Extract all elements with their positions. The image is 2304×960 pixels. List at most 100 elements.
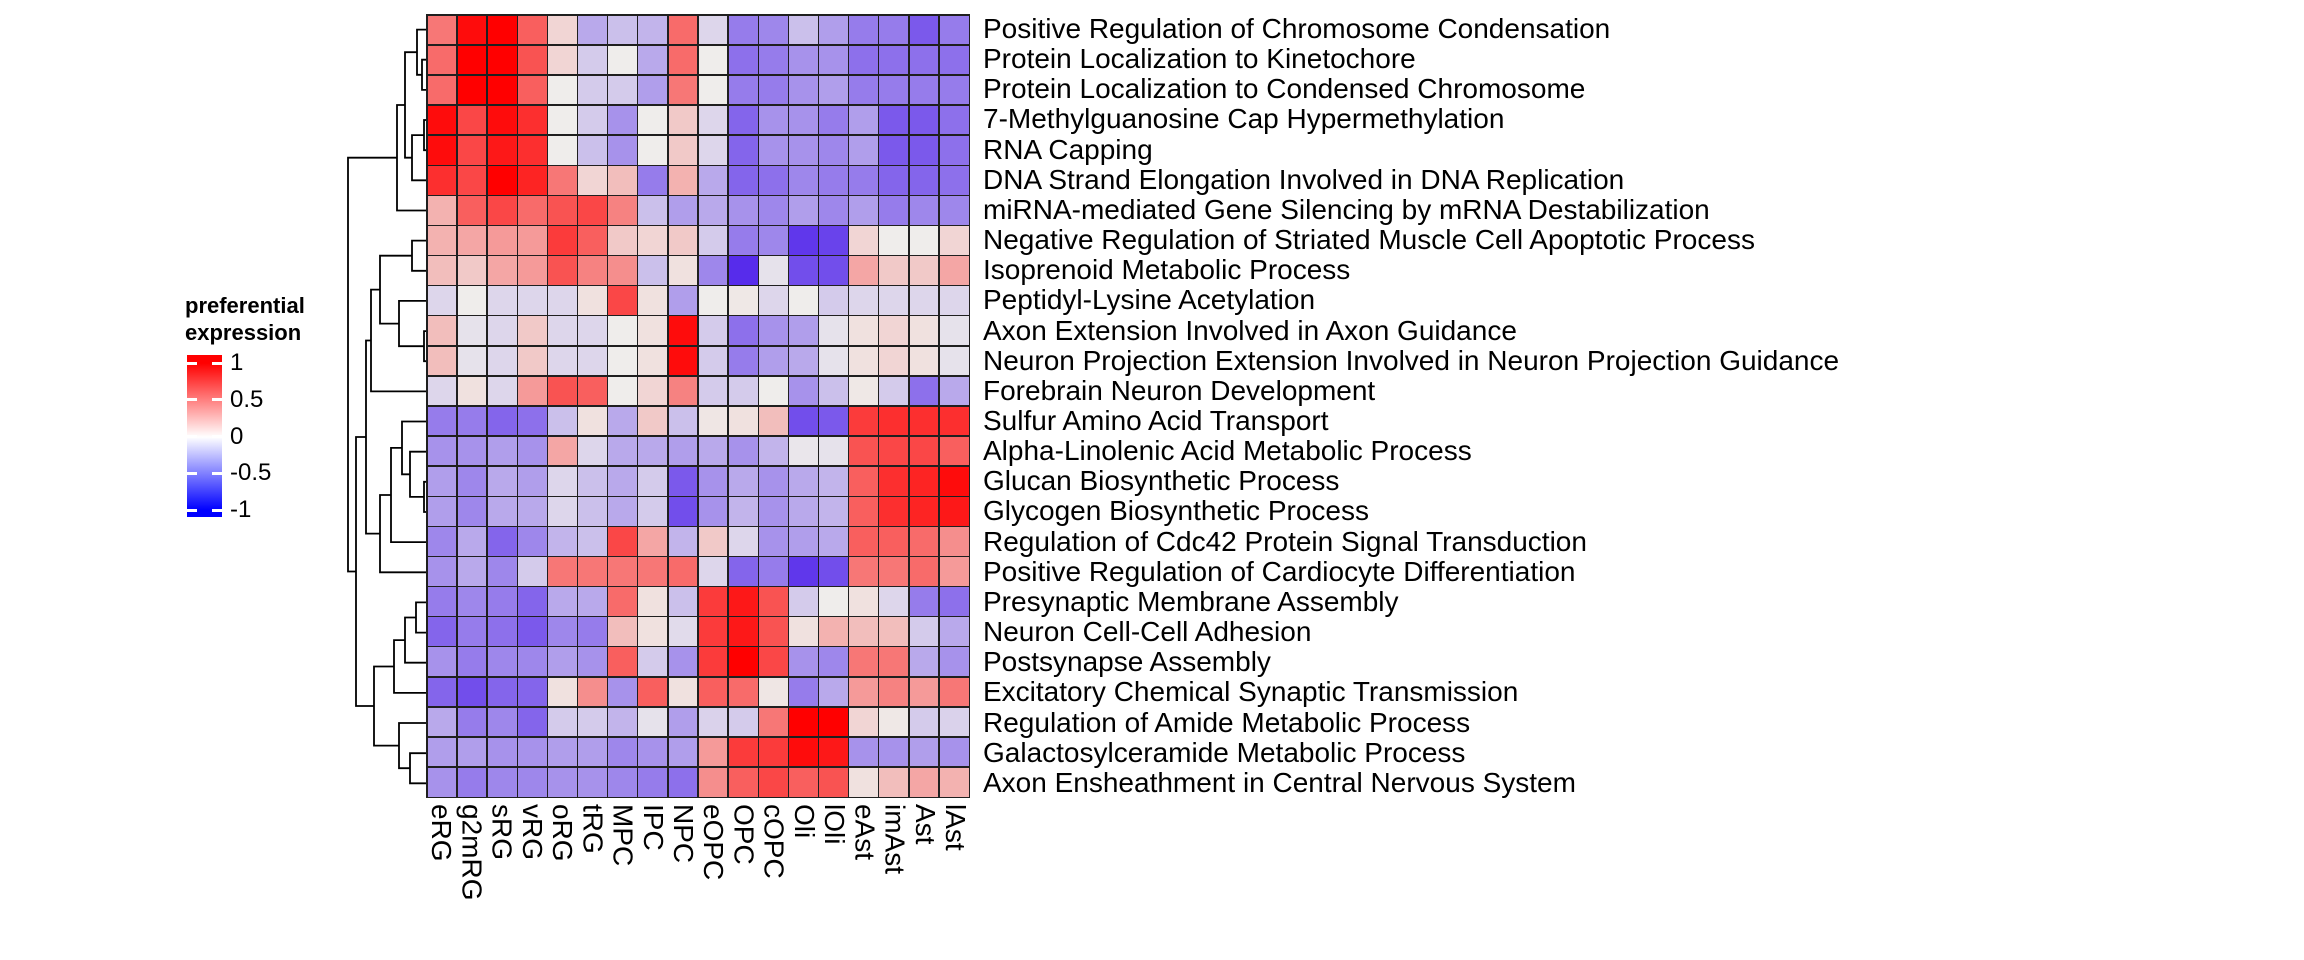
- heatmap-cell: [487, 617, 517, 647]
- heatmap-cell: [698, 677, 728, 707]
- heatmap-cell: [728, 196, 758, 225]
- heatmap-cell: [758, 557, 788, 586]
- heatmap-cell: [487, 105, 517, 135]
- heatmap-cell: [758, 527, 788, 556]
- heatmap-cell: [819, 196, 848, 225]
- heatmap-cell: [758, 767, 788, 797]
- heatmap-cell: [608, 617, 638, 647]
- heatmap-cell: [638, 135, 668, 165]
- row-label: Positive Regulation of Cardiocyte Differ…: [983, 555, 1576, 587]
- row-label: RNA Capping: [983, 133, 1153, 165]
- column-label: eRG: [426, 804, 458, 862]
- heatmap-cell: [819, 767, 848, 797]
- heatmap-cell: [638, 617, 668, 647]
- heatmap-cell: [849, 196, 879, 225]
- heatmap-cell: [939, 135, 969, 165]
- heatmap-cell: [668, 346, 698, 376]
- heatmap-cell: [879, 587, 909, 616]
- heatmap-cell: [939, 45, 969, 75]
- heatmap-cell: [758, 587, 788, 616]
- heatmap-cell: [789, 496, 818, 526]
- heatmap-cell: [638, 406, 668, 436]
- heatmap-cell: [457, 286, 487, 316]
- legend-tick-mark: [187, 508, 197, 512]
- heatmap-cell: [427, 677, 457, 707]
- heatmap-cell: [758, 617, 788, 647]
- heatmap-cell: [668, 617, 698, 647]
- heatmap-cell: [698, 376, 728, 406]
- heatmap-cell: [939, 256, 969, 285]
- heatmap-cell: [698, 767, 728, 797]
- heatmap-cell: [668, 436, 698, 466]
- heatmap-cell: [608, 346, 638, 376]
- heatmap-cell: [819, 496, 848, 526]
- heatmap-cell: [879, 135, 909, 165]
- heatmap-cell: [427, 466, 457, 496]
- heatmap-cell: [457, 767, 487, 797]
- heatmap-cell: [578, 75, 607, 105]
- heatmap-cell: [608, 466, 638, 496]
- heatmap-cell: [849, 105, 879, 135]
- heatmap-cell: [879, 196, 909, 225]
- heatmap-cell: [698, 105, 728, 135]
- heatmap-cell: [939, 707, 969, 737]
- heatmap-cell: [849, 316, 879, 346]
- heatmap-cell: [457, 256, 487, 285]
- legend-tick-label: -1: [230, 496, 252, 524]
- heatmap-cell: [879, 346, 909, 376]
- heatmap-cell: [578, 496, 607, 526]
- heatmap-cell: [427, 527, 457, 556]
- heatmap-cell: [487, 376, 517, 406]
- heatmap-cell: [849, 436, 879, 466]
- heatmap-cell: [427, 75, 457, 105]
- heatmap-cell: [728, 45, 758, 75]
- heatmap-cell: [939, 165, 969, 195]
- heatmap-cell: [698, 647, 728, 677]
- heatmap-cell: [638, 45, 668, 75]
- row-label: Neuron Cell-Cell Adhesion: [983, 616, 1312, 648]
- legend-tick-mark: [212, 361, 222, 365]
- heatmap-cell: [638, 767, 668, 797]
- heatmap-cell: [789, 436, 818, 466]
- heatmap-cell: [879, 256, 909, 285]
- row-label: Sulfur Amino Acid Transport: [983, 405, 1329, 436]
- heatmap-cell: [668, 707, 698, 737]
- heatmap-cell: [728, 436, 758, 466]
- heatmap-cell: [638, 75, 668, 105]
- heatmap-cell: [578, 436, 607, 466]
- heatmap-cell: [427, 105, 457, 135]
- heatmap-cell: [819, 45, 848, 75]
- heatmap-cell: [789, 647, 818, 677]
- heatmap-cell: [427, 707, 457, 737]
- column-label: imAst: [879, 804, 911, 874]
- legend-title-line1: preferential: [185, 293, 305, 318]
- heatmap-cell: [789, 105, 818, 135]
- row-label: Protein Localization to Condensed Chromo…: [983, 73, 1586, 105]
- heatmap-cell: [457, 496, 487, 526]
- heatmap-cell: [789, 406, 818, 436]
- heatmap-cell: [487, 767, 517, 797]
- row-label: Glycogen Biosynthetic Process: [983, 495, 1369, 527]
- heatmap-cell: [909, 436, 939, 466]
- heatmap-cell: [487, 527, 517, 556]
- heatmap-cell: [849, 557, 879, 586]
- heatmap-cell: [427, 316, 457, 346]
- heatmap-cell: [517, 527, 547, 556]
- heatmap-cell: [849, 647, 879, 677]
- legend-tick-mark: [187, 435, 197, 439]
- heatmap-cell: [548, 165, 577, 195]
- heatmap-cell: [578, 346, 607, 376]
- heatmap-cell: [517, 286, 547, 316]
- heatmap-cell: [487, 677, 517, 707]
- heatmap-cell: [548, 677, 577, 707]
- heatmap-cell: [427, 496, 457, 526]
- heatmap-cell: [849, 406, 879, 436]
- heatmap-cell: [457, 376, 487, 406]
- column-label: lAst: [939, 804, 971, 851]
- heatmap-cell: [698, 406, 728, 436]
- row-label: Galactosylceramide Metabolic Process: [983, 736, 1466, 768]
- heatmap-cell: [517, 75, 547, 105]
- heatmap-cell: [548, 346, 577, 376]
- heatmap-cell: [427, 286, 457, 316]
- heatmap-cell: [548, 707, 577, 737]
